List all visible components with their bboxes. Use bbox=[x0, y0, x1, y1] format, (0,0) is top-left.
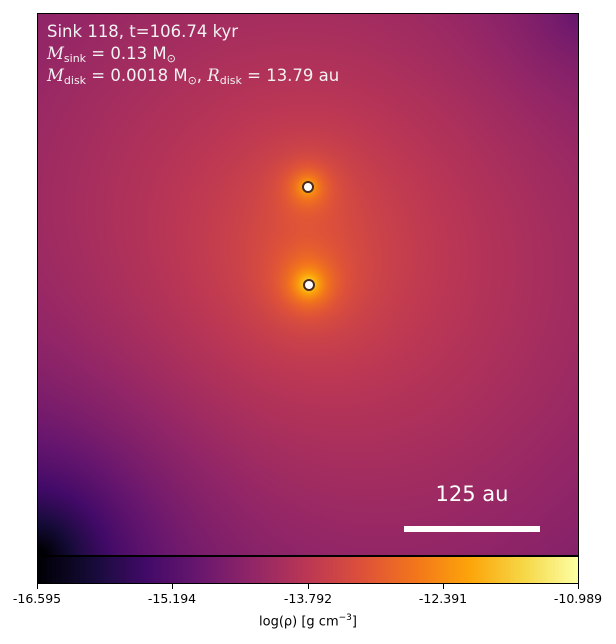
colorbar-tick bbox=[443, 584, 444, 589]
colorbar bbox=[37, 556, 579, 584]
colorbar-tick bbox=[172, 584, 173, 589]
colorbar-tick-label: -15.194 bbox=[147, 591, 197, 606]
colorbar-tick-label: -13.792 bbox=[283, 591, 333, 606]
sink-marker-lower bbox=[303, 279, 315, 291]
sink-title: Sink 118, t=106.74 kyr bbox=[47, 22, 239, 41]
colorbar-tick bbox=[578, 584, 579, 589]
colorbar-axis-label: log(ρ) [g cm−3] bbox=[259, 613, 357, 630]
colorbar-tick bbox=[308, 584, 309, 589]
sink-mass-label: Msink = 0.13 M⊙ bbox=[47, 44, 176, 65]
disk-properties-label: Mdisk = 0.0018 M⊙, Rdisk = 13.79 au bbox=[47, 66, 340, 87]
density-map-panel: Sink 118, t=106.74 kyr Msink = 0.13 M⊙ M… bbox=[37, 13, 579, 556]
scale-bar bbox=[404, 526, 540, 532]
scale-bar-label: 125 au bbox=[435, 482, 509, 506]
colorbar-tick-label: -12.391 bbox=[418, 591, 468, 606]
colorbar-tick-label: -10.989 bbox=[553, 591, 603, 606]
sink-marker-upper bbox=[302, 181, 314, 193]
colorbar-tick bbox=[37, 584, 38, 589]
colorbar-tick-label: -16.595 bbox=[12, 591, 62, 606]
